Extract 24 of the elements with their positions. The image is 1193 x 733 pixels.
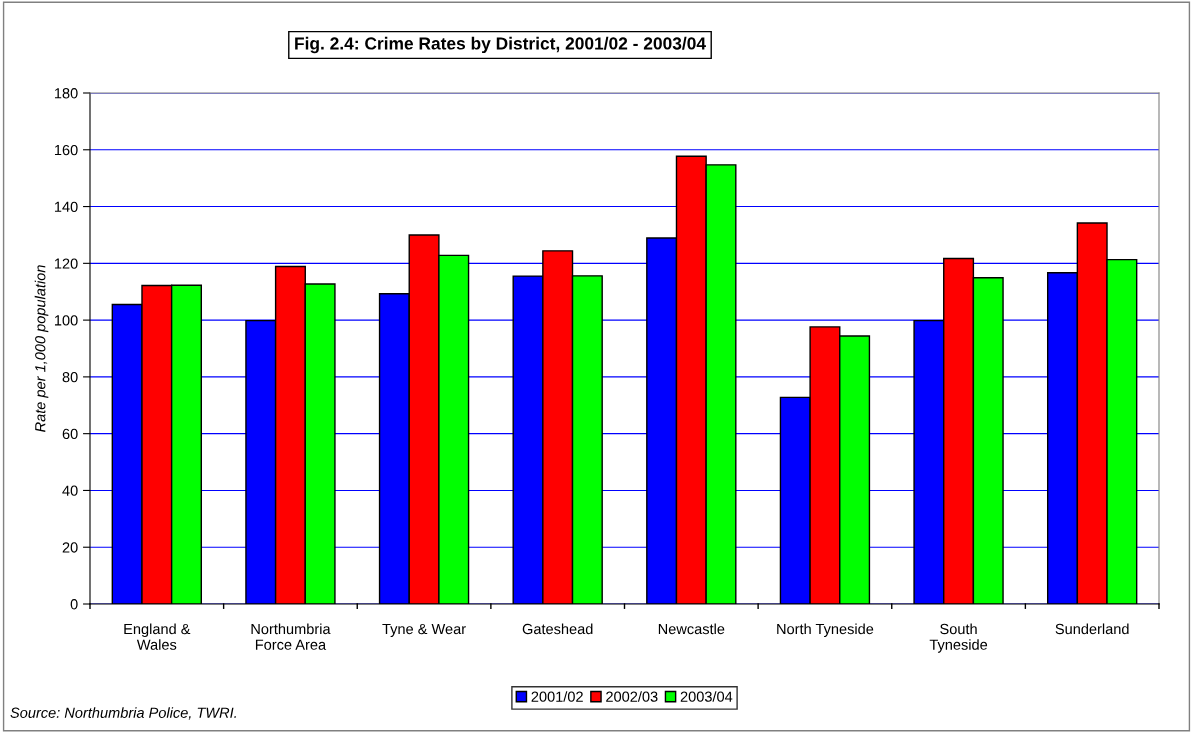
y-tick-label: 120 (54, 258, 78, 269)
x-tick-label: Sunderland (1055, 623, 1129, 635)
y-tick-label: 60 (62, 428, 78, 440)
y-axis-title: Rate per 1,000 population (34, 265, 49, 432)
y-tick-label: 100 (54, 315, 78, 326)
y-tick-label: 140 (54, 201, 78, 212)
legend-label: 2001/02 (531, 691, 583, 702)
x-tick-label: North Tyneside (777, 623, 874, 638)
y-tick-label: 40 (62, 485, 78, 496)
y-tick-label: 0 (70, 599, 78, 610)
y-tick-label: 80 (62, 371, 78, 383)
y-tick-label: 160 (54, 144, 78, 156)
source-note: Source: Northumbria Police, TWRI. (10, 707, 236, 720)
x-tick-label: Newcastle (658, 623, 725, 635)
x-tick-label: Gateshead (522, 623, 593, 635)
legend-label: 2002/03 (606, 691, 658, 702)
y-tick-label: 20 (62, 542, 78, 553)
x-tick-label: South Tyneside (929, 623, 988, 653)
chart-title: Fig. 2.4: Crime Rates by District, 2001/02 - 2003/04 (295, 36, 706, 54)
x-tick-label: England & Wales (124, 623, 191, 650)
legend-label: 2003/04 (680, 691, 733, 702)
x-tick-label: Northumbria Force Area (251, 623, 331, 650)
y-tick-label: 180 (54, 88, 78, 99)
x-tick-label: Tyne & Wear (382, 623, 466, 638)
